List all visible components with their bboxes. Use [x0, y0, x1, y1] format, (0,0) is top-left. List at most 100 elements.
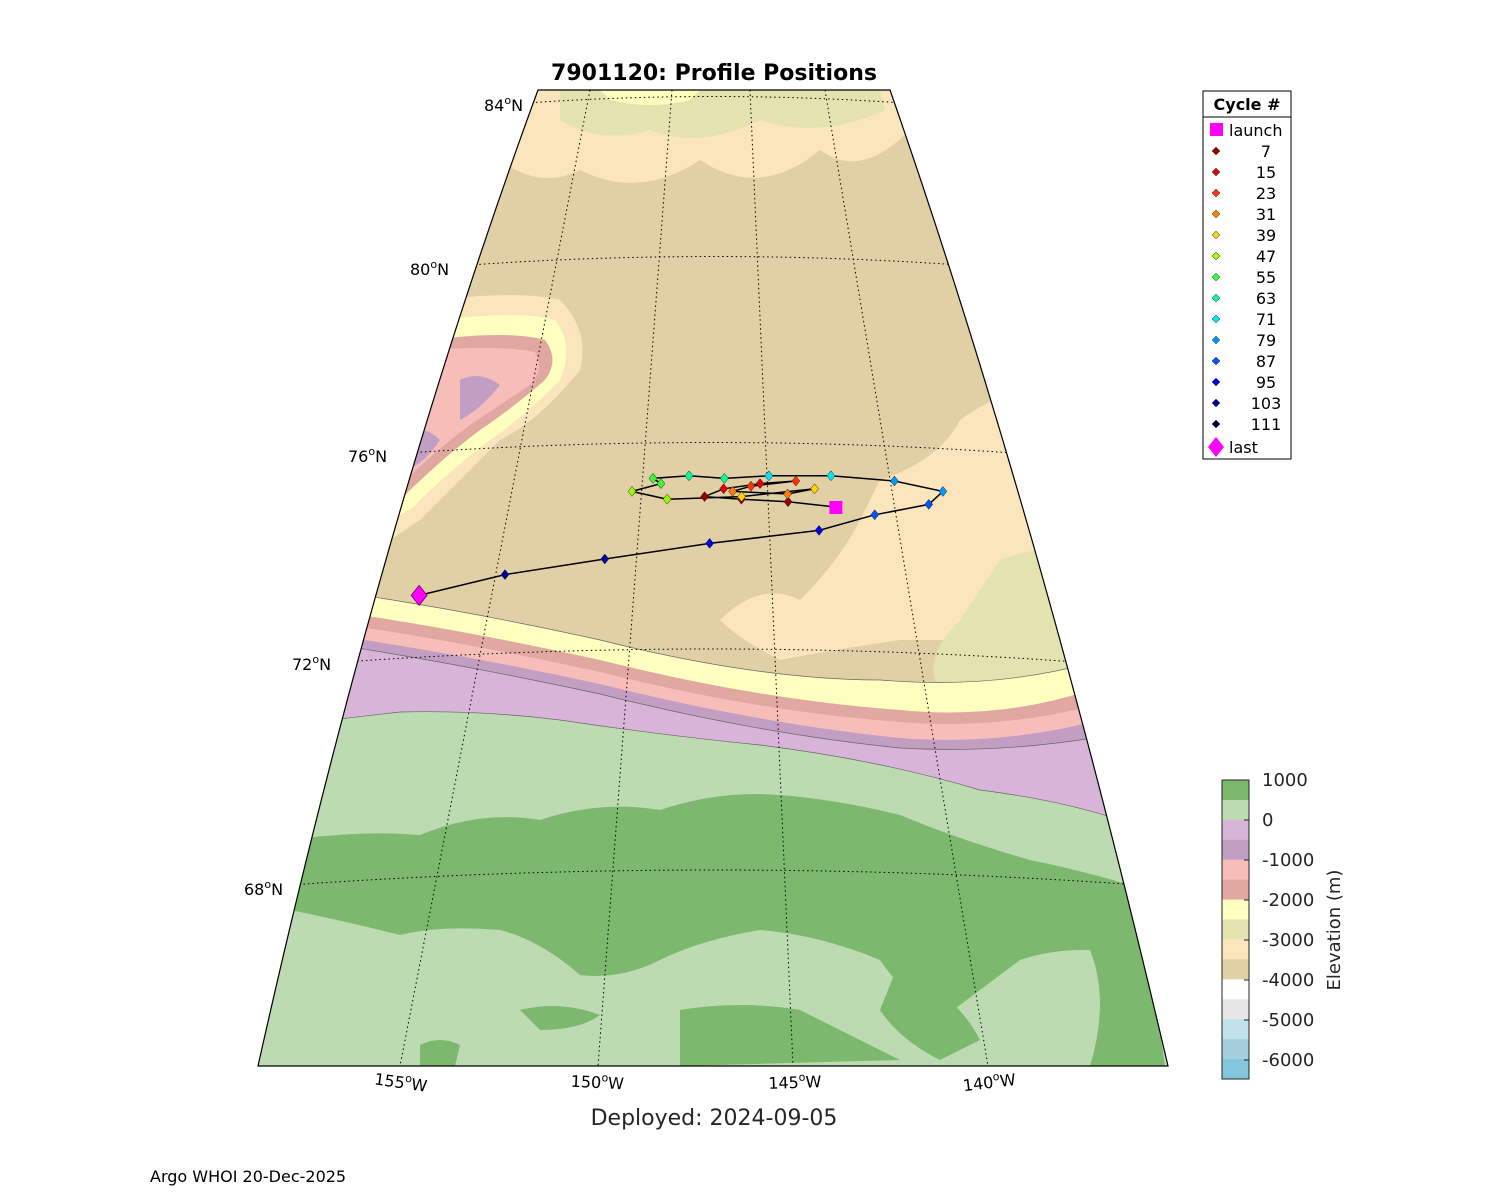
- colorbar-swatch: [1222, 939, 1249, 960]
- track-point: [648, 472, 658, 484]
- colorbar-swatch: [1222, 1059, 1249, 1080]
- track-point: [627, 485, 637, 497]
- track-point: [600, 553, 610, 565]
- legend-last-label: last: [1229, 438, 1258, 457]
- legend-cycle-marker: [1211, 419, 1221, 429]
- track-point: [870, 509, 880, 521]
- credit-text: Argo WHOI 20-Dec-2025: [150, 1167, 346, 1186]
- legend-cycle-marker: [1211, 209, 1221, 219]
- colorbar-tick-label: -1000: [1262, 850, 1314, 871]
- map-title: 7901120: Profile Positions: [551, 61, 877, 86]
- colorbar-swatch: [1222, 959, 1249, 980]
- colorbar-swatch: [1222, 839, 1249, 861]
- track-point: [826, 470, 836, 482]
- colorbar-swatch: [1222, 819, 1249, 841]
- legend-cycle-marker: [1211, 293, 1221, 303]
- colorbar-tick-label: 0: [1262, 810, 1273, 831]
- legend-launch-label: launch: [1229, 121, 1282, 140]
- legend-cycle-label: 71: [1256, 310, 1276, 329]
- map-border: [257, 89, 1169, 1067]
- legend-cycle-label: 7: [1261, 142, 1271, 161]
- legend-cycle-label: 31: [1256, 205, 1276, 224]
- track-point: [924, 498, 934, 510]
- track-point: [938, 485, 948, 497]
- legend-cycle-label: 23: [1256, 184, 1276, 203]
- lat-label: 72oN: [292, 653, 331, 674]
- track-point: [764, 470, 774, 482]
- legend-cycle-label: 79: [1256, 331, 1276, 350]
- track-point: [656, 478, 666, 490]
- lon-label: 150oW: [570, 1070, 624, 1094]
- launch-marker: [829, 501, 843, 514]
- track-point: [783, 488, 792, 500]
- lat-label: 68oN: [244, 878, 283, 899]
- legend-cycle-marker: [1211, 272, 1221, 282]
- track-point: [737, 491, 746, 503]
- colorbar-swatch: [1222, 859, 1249, 881]
- legend-launch-marker: [1210, 123, 1223, 136]
- colorbar-swatch: [1222, 879, 1249, 901]
- track-point: [719, 483, 728, 495]
- legend-title: Cycle #: [1214, 95, 1281, 114]
- legend-last-marker: [1208, 437, 1224, 457]
- lon-label: 145oW: [768, 1070, 822, 1093]
- legend-cycle-label: 63: [1256, 289, 1276, 308]
- track-point: [700, 491, 709, 503]
- colorbar: 1000 0 -1000 -2000 -3000 -4000 -5000 -6000 Elev…: [1221, 770, 1345, 1080]
- lon-label: 155oW: [373, 1067, 429, 1095]
- legend-cycle-label: 39: [1256, 226, 1276, 245]
- colorbar-tick-label: -4000: [1262, 970, 1314, 991]
- lat-label: 80oN: [410, 258, 449, 279]
- legend-cycle-marker: [1211, 188, 1221, 198]
- track-point: [890, 475, 899, 487]
- track-point: [810, 483, 819, 495]
- colorbar-label: Elevation (m): [1324, 870, 1345, 991]
- colorbar-swatch: [1222, 979, 1249, 1000]
- colorbar-swatch: [1222, 899, 1249, 921]
- colorbar-swatch: [1222, 799, 1249, 821]
- track-point: [684, 470, 694, 482]
- lat-label: 76oN: [348, 445, 387, 466]
- colorbar-tick-label: -5000: [1262, 1010, 1314, 1031]
- track-point: [791, 475, 801, 487]
- legend-cycle-marker: [1211, 314, 1221, 324]
- legend-cycle-label: 15: [1256, 163, 1276, 182]
- legend-cycle-label: 87: [1256, 352, 1276, 371]
- legend-cycle-marker: [1211, 230, 1221, 240]
- track-point: [783, 496, 793, 508]
- last-marker: [410, 584, 428, 607]
- legend-cycle-marker: [1211, 377, 1221, 387]
- track-point: [705, 537, 714, 549]
- colorbar-swatch: [1222, 780, 1249, 801]
- colorbar-tick-label: -2000: [1262, 890, 1314, 911]
- legend-cycle-label: 95: [1256, 373, 1276, 392]
- float-track: [410, 470, 948, 607]
- track-point: [755, 478, 765, 490]
- colorbar-swatch: [1222, 999, 1249, 1020]
- legend-cycle-label: 55: [1256, 268, 1276, 287]
- track-point: [662, 493, 672, 505]
- legend-cycle-marker: [1211, 146, 1221, 156]
- legend-cycle-marker: [1211, 167, 1221, 177]
- legend-cycle-label: 47: [1256, 247, 1276, 266]
- track-point: [746, 480, 756, 492]
- track-point: [814, 524, 824, 536]
- legend: Cycle # launch 7 15 23 31 39 47 55 63 71 79 87 95 10…: [1202, 90, 1292, 460]
- track-point: [728, 485, 737, 497]
- lon-label: 140oW: [962, 1068, 1017, 1095]
- colorbar-tick-label: -3000: [1262, 930, 1314, 951]
- track-point: [500, 569, 510, 581]
- graticule: [289, 90, 1141, 1066]
- map-area: [258, 90, 1168, 1066]
- legend-cycle-label: 103: [1251, 394, 1282, 413]
- deployed-date: Deployed: 2024-09-05: [591, 1106, 838, 1131]
- colorbar-swatch: [1222, 919, 1249, 940]
- colorbar-tick-label: -6000: [1262, 1050, 1314, 1071]
- colorbar-tick-label: 1000: [1262, 770, 1308, 791]
- legend-cycle-marker: [1211, 398, 1221, 408]
- track-point: [720, 472, 729, 484]
- lat-labels: 84oN 80oN 76oN 72oN 68oN: [244, 94, 523, 899]
- colorbar-swatch: [1222, 1039, 1249, 1060]
- legend-cycle-marker: [1211, 251, 1221, 261]
